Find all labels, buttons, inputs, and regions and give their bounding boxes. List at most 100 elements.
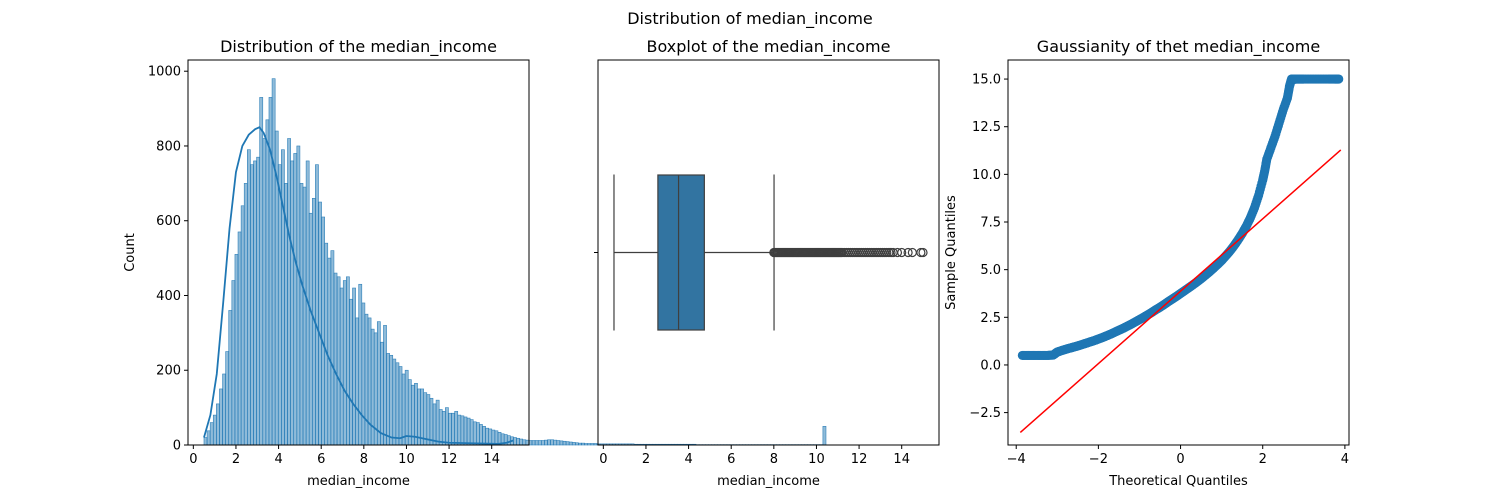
- histogram-bar: [349, 298, 353, 446]
- x-tick-label: 2: [232, 452, 240, 467]
- x-tick-label: 4: [274, 452, 282, 467]
- iqr-box: [657, 174, 705, 331]
- x-tick-label: 0: [1176, 452, 1184, 467]
- histogram-ylabel: Count: [123, 233, 138, 272]
- y-tick-label: 0: [173, 439, 181, 454]
- x-tick-label: 12: [441, 452, 458, 467]
- histogram-bar: [584, 443, 589, 446]
- histogram-bar: [565, 441, 570, 446]
- x-tick-label: 8: [360, 452, 368, 467]
- histogram-bar: [398, 366, 403, 446]
- x-tick-label: 14: [483, 452, 500, 467]
- histogram-bar: [318, 201, 322, 446]
- x-tick-label: 10: [398, 452, 415, 467]
- y-tick-label: 15.0: [972, 73, 1001, 88]
- histogram-bar: [540, 440, 545, 446]
- x-tick-label: 8: [770, 452, 778, 467]
- histogram-bar: [364, 313, 369, 446]
- qq-point: [1334, 74, 1344, 84]
- boxplot-title: Boxplot of the median_income: [647, 37, 891, 57]
- histogram-bar: [271, 78, 276, 446]
- histogram-bar: [441, 411, 446, 446]
- histogram-bar: [265, 119, 270, 446]
- x-tick-label: −2: [1089, 452, 1108, 467]
- histogram-bar: [330, 250, 335, 446]
- y-tick-label: 1000: [148, 65, 181, 80]
- histogram-panel: Distribution of the median_income 0 2 4 6 8 1…: [123, 37, 827, 489]
- y-tick-label: 5.0: [980, 263, 1001, 278]
- histogram-bar: [435, 399, 440, 446]
- x-tick-label: 2: [1259, 452, 1267, 467]
- boxplot-box: [613, 174, 775, 331]
- histogram-bar: [339, 287, 344, 446]
- qq-title: Gaussianity of thet median_income: [1037, 37, 1320, 57]
- histogram-bar: [460, 415, 465, 446]
- y-tick-label: 200: [156, 364, 181, 379]
- x-tick-label: 2: [642, 452, 650, 467]
- qq-panel: Gaussianity of thet median_income −4 −2 0 2…: [944, 37, 1350, 489]
- histogram-bar: [299, 183, 304, 446]
- x-tick-label: 6: [317, 452, 325, 467]
- histogram-bar: [256, 156, 260, 446]
- histogram-bar: [389, 354, 394, 446]
- histogram-bar: [581, 442, 585, 446]
- histogram-bar: [315, 164, 319, 446]
- qq-ylabel: Sample Quantiles: [944, 195, 959, 310]
- y-tick-label: −2.5: [969, 406, 1001, 421]
- histogram-bar: [516, 437, 520, 446]
- histogram-bar: [559, 440, 564, 446]
- histogram-bar: [308, 212, 313, 446]
- boxplot-panel: Boxplot of the median_income 0 2 4 6 8 10 12 14…: [594, 37, 940, 489]
- histogram-bar: [556, 440, 561, 446]
- histogram-bar: [506, 435, 511, 446]
- histogram-bar: [243, 183, 248, 446]
- histogram-bar: [212, 414, 217, 446]
- histogram-bar: [342, 280, 347, 446]
- histogram-bar: [259, 97, 264, 446]
- histogram-bar: [346, 276, 350, 446]
- histogram-bar: [525, 439, 530, 446]
- histogram-bars: [203, 78, 827, 446]
- qq-points: [1017, 74, 1344, 361]
- histogram-bar: [451, 412, 455, 446]
- histogram-bar: [287, 138, 291, 446]
- histogram-bar: [324, 242, 329, 446]
- histogram-bar: [485, 427, 489, 446]
- histogram-bar: [231, 280, 236, 446]
- histogram-bar: [432, 403, 437, 446]
- histogram-bar: [534, 440, 539, 446]
- flier-point: [892, 247, 903, 258]
- histogram-bar: [550, 439, 554, 446]
- qq-reference-line: [1019, 149, 1342, 433]
- boxplot-ticks: 0 2 4 6 8 10 12 14: [594, 252, 910, 467]
- histogram-bar: [216, 403, 220, 446]
- y-tick-label: 7.5: [980, 216, 1001, 231]
- flier-point: [897, 247, 907, 258]
- histogram-bar: [575, 442, 579, 446]
- histogram-bar: [333, 272, 338, 446]
- qq-frame: [1007, 59, 1350, 446]
- histogram-bar: [336, 276, 341, 446]
- histogram-bar: [240, 205, 245, 446]
- x-tick-label: 14: [893, 452, 910, 467]
- histogram-bar: [513, 437, 517, 446]
- y-tick-label: 2.5: [980, 311, 1001, 326]
- histogram-xlabel: median_income: [307, 474, 410, 489]
- histogram-bar: [386, 353, 390, 446]
- x-tick-label: 4: [684, 452, 692, 467]
- histogram-bar: [494, 430, 499, 446]
- histogram-bar: [466, 417, 471, 446]
- flier-point: [918, 247, 928, 258]
- histogram-bar: [296, 145, 301, 446]
- boxplot-fliers: [769, 247, 928, 258]
- y-tick-label: 12.5: [972, 120, 1001, 135]
- histogram-bar: [469, 419, 474, 446]
- histogram-bar: [321, 216, 325, 446]
- histogram-bar: [491, 429, 496, 446]
- histogram-bar: [281, 149, 285, 446]
- histogram-bar: [253, 160, 257, 446]
- figure-suptitle: Distribution of median_income: [627, 9, 873, 29]
- histogram-bar: [587, 443, 592, 446]
- histogram-bar: [237, 231, 242, 446]
- x-tick-label: 12: [851, 452, 868, 467]
